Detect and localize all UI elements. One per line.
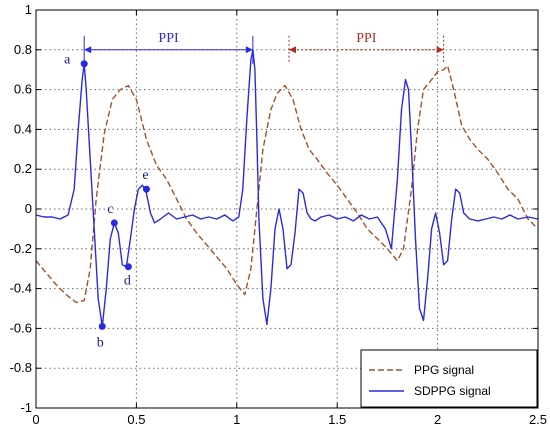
arrowhead	[84, 46, 92, 54]
series-line-ppg	[35, 65, 539, 304]
x-tick-label: 1	[233, 412, 240, 427]
legend-box	[360, 349, 538, 408]
point-b	[98, 322, 106, 330]
legend: PPG signal SDPPG signal	[360, 349, 538, 408]
legend-label-ppg: PPG signal	[414, 363, 474, 377]
annotation-group: PPI PPI	[83, 31, 445, 64]
x-tick-label: 2.5	[529, 412, 547, 427]
grid	[36, 10, 538, 408]
legend-label-sdppg: SDPPG signal	[414, 384, 491, 398]
y-tick-label: -0.8	[10, 360, 32, 375]
arrowhead	[245, 46, 253, 54]
arrowhead	[436, 46, 444, 54]
y-tick-label: -1	[20, 400, 32, 415]
point-group: a b c d e	[64, 53, 150, 350]
ppi-label-2: PPI	[356, 31, 377, 46]
x-tick-label: 0.5	[127, 412, 145, 427]
arrowhead	[289, 46, 297, 54]
point-label-c: c	[107, 202, 113, 217]
y-tick-label: -0.6	[10, 320, 32, 335]
y-tick-label: 0.4	[14, 121, 32, 136]
y-tick-label: 0.6	[14, 82, 32, 97]
point-label-d: d	[124, 274, 131, 289]
point-label-b: b	[97, 335, 104, 350]
y-tick-label: 0.8	[14, 42, 32, 57]
y-tick-label: 0.2	[14, 161, 32, 176]
tick-labels: 0 0.5 1 1.5 2 2.5 -1 -0.8 -0.6 -0.4 -0.2 0 0.2 0.4 0.6…	[10, 2, 547, 427]
y-tick-label: -0.2	[10, 241, 32, 256]
y-tick-label: 1	[25, 2, 32, 17]
point-d	[124, 263, 132, 271]
x-tick-label: 1.5	[328, 412, 346, 427]
plot-area	[36, 10, 538, 408]
x-tick-label: 2	[434, 412, 441, 427]
y-tick-label: -0.4	[10, 281, 32, 296]
point-a	[80, 60, 88, 68]
point-label-a: a	[64, 53, 71, 68]
point-label-e: e	[142, 168, 148, 183]
x-tick-label: 0	[32, 412, 39, 427]
point-c	[110, 219, 118, 227]
ppi-label-1: PPI	[158, 31, 179, 46]
y-tick-label: 0	[25, 201, 32, 216]
point-e	[142, 185, 150, 193]
